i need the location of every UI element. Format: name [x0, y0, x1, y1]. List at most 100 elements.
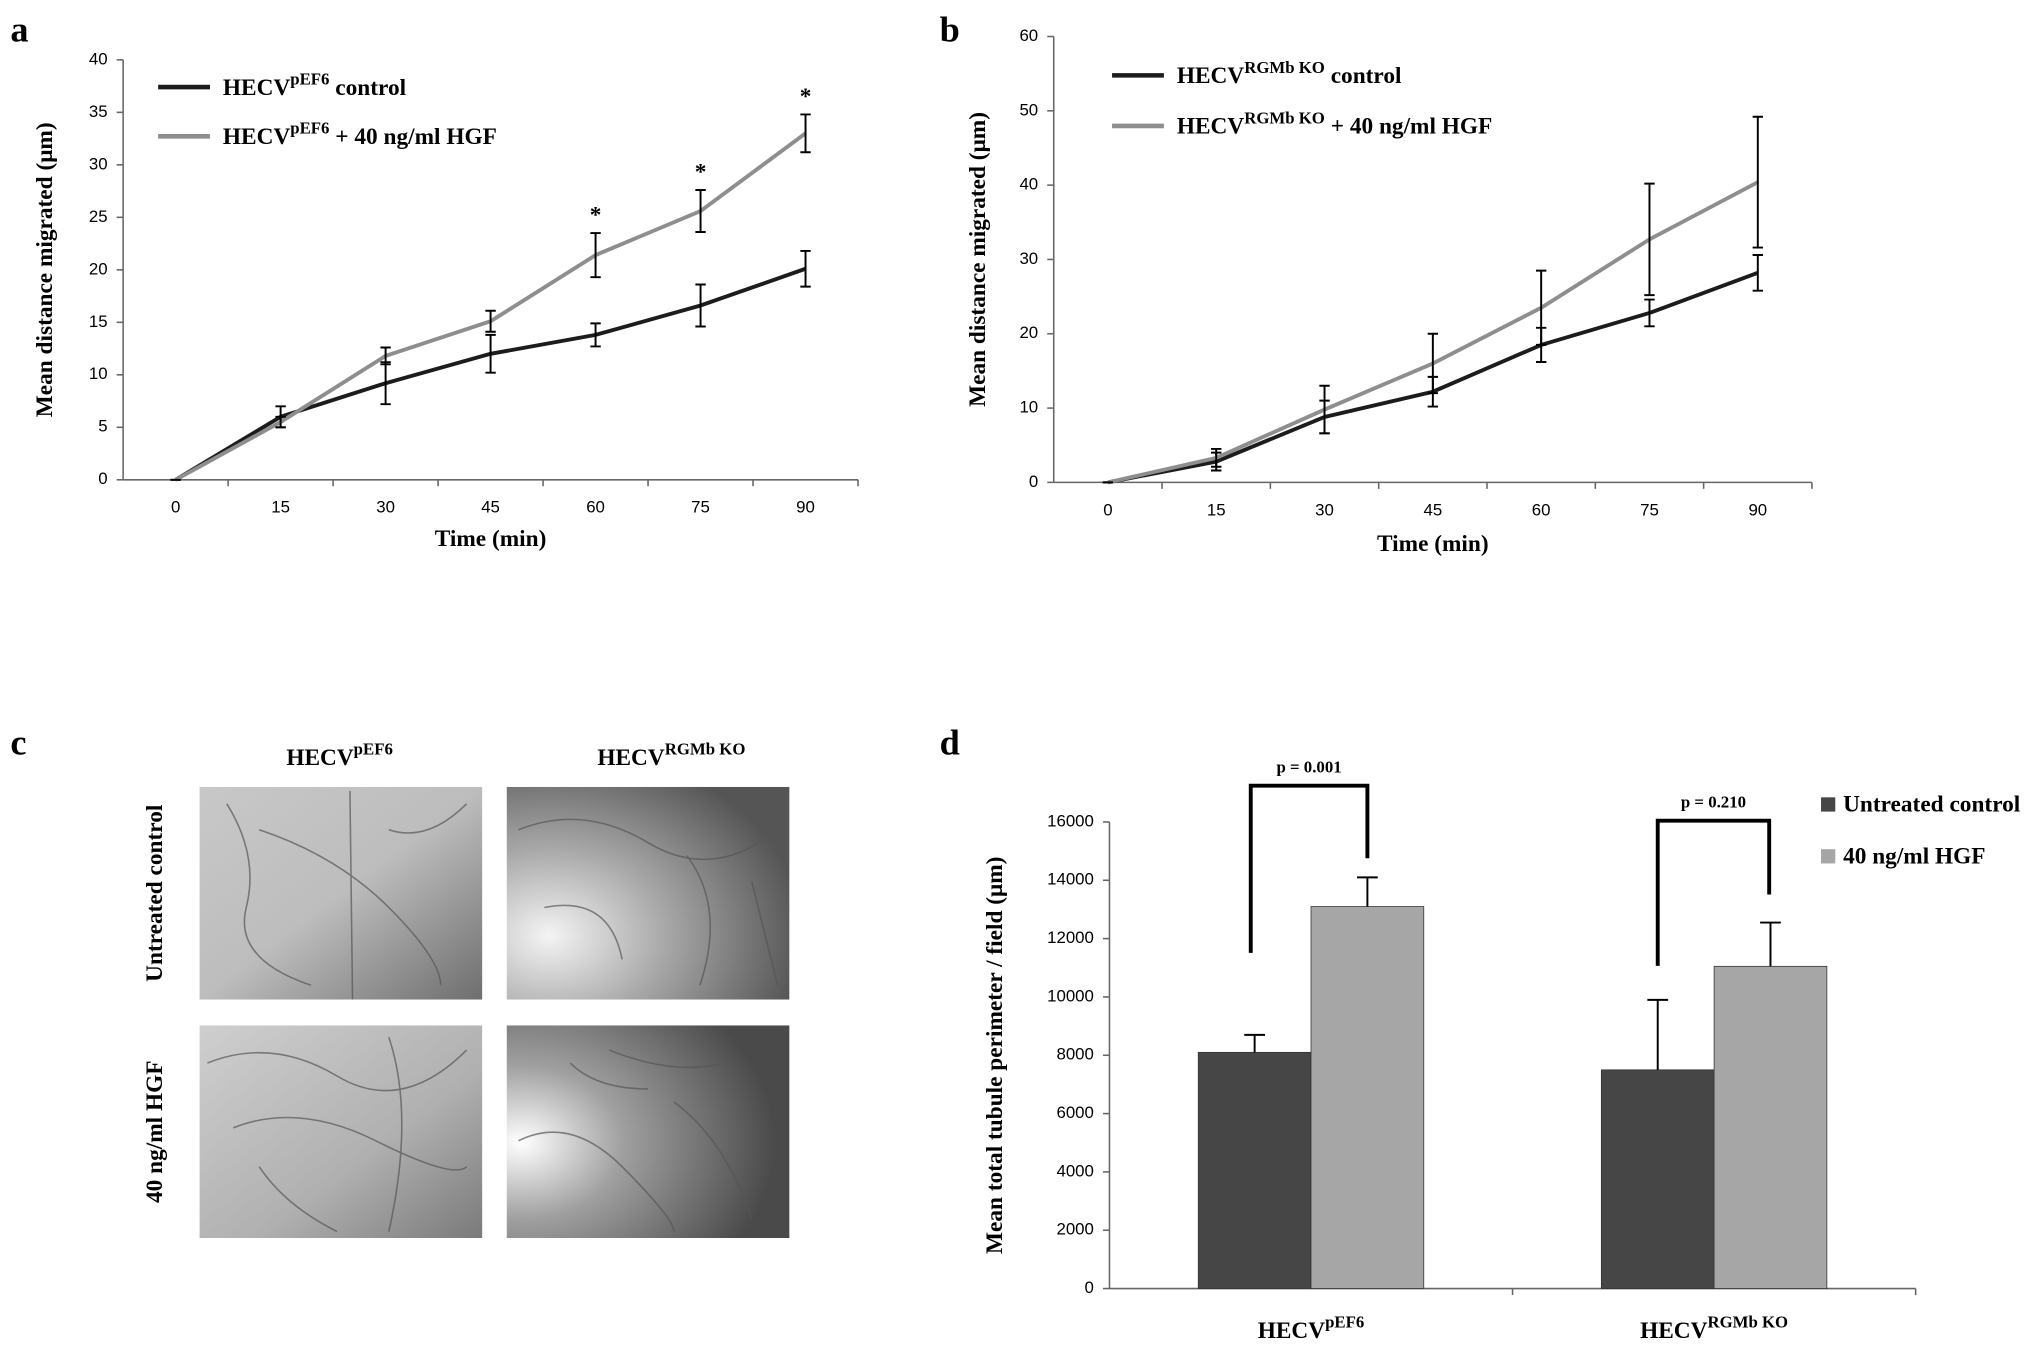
error-bar: [1357, 876, 1378, 907]
x-axis-label: Time (min): [435, 526, 547, 552]
y-tick-label: 4000: [1056, 1161, 1093, 1180]
bar: [1600, 1069, 1715, 1289]
bar: [1197, 1051, 1312, 1289]
p-value: p = 0.001: [1276, 758, 1341, 777]
y-tick-label: 10: [89, 364, 108, 383]
y-tick-label: 30: [1019, 249, 1038, 268]
error-bar: [1644, 182, 1655, 297]
error-bar: [695, 283, 706, 328]
panel-letter: d: [940, 723, 960, 763]
x-tick-label: HECVpEF6: [1258, 1312, 1365, 1343]
error-bar: [485, 309, 496, 333]
row-label: Untreated control: [142, 804, 168, 982]
text-part: HECV: [223, 124, 291, 150]
legend-swatch: [1821, 849, 1836, 864]
text-part: HECV: [1258, 1318, 1326, 1344]
error-bar: [590, 232, 601, 279]
text-part: RGMb KO: [665, 740, 746, 759]
text-part: HECV: [597, 745, 665, 771]
error-bar: [800, 249, 811, 288]
bar: [1310, 906, 1425, 1289]
x-axis-label: Time (min): [1377, 531, 1489, 557]
text-part: HECV: [1177, 114, 1245, 140]
x-tick-label: 75: [691, 498, 710, 517]
error-bar: [1427, 332, 1439, 395]
bar: [1713, 965, 1828, 1289]
error-bar: [800, 113, 811, 154]
cell-network: [207, 790, 779, 1233]
text-part: pEF6: [1325, 1312, 1364, 1331]
text-part: control: [1325, 63, 1402, 89]
y-tick-label: 40: [89, 49, 108, 68]
micrograph: [199, 786, 483, 1000]
text-part: RGMb KO: [1244, 58, 1325, 77]
legend-label: HECVpEF6 control: [223, 69, 407, 100]
error-bar: [695, 189, 706, 233]
error-bar: [1244, 1033, 1266, 1053]
legend-label: 40 ng/ml HGF: [1843, 843, 1985, 869]
legend-label: HECVRGMb KO control: [1177, 58, 1402, 89]
legend-swatch: [1821, 797, 1836, 812]
y-tick-label: 5: [98, 417, 107, 436]
error-bar: [1644, 298, 1655, 328]
column-label: HECVpEF6: [286, 740, 393, 771]
text-part: + 40 ng/ml HGF: [1325, 114, 1492, 140]
y-tick-label: 50: [1019, 100, 1038, 119]
error-bar: [1752, 254, 1763, 292]
y-tick-label: 6000: [1056, 1103, 1093, 1122]
y-tick-label: 2000: [1056, 1220, 1093, 1239]
significance-mark: *: [695, 160, 707, 186]
y-tick-label: 10: [1019, 398, 1038, 417]
y-tick-label: 0: [98, 469, 107, 488]
series-line: [1107, 180, 1759, 485]
panel-letter: c: [10, 723, 26, 763]
y-tick-label: 0: [1029, 472, 1038, 491]
y-tick-label: 60: [1019, 26, 1038, 45]
x-tick-label: 45: [1423, 500, 1442, 519]
error-bar: [1211, 447, 1222, 468]
significance-mark: *: [590, 203, 602, 229]
micrograph: [506, 786, 790, 1000]
y-tick-label: 35: [89, 102, 108, 121]
text-part: pEF6: [290, 119, 329, 138]
text-part: RGMb KO: [1244, 108, 1325, 127]
text-part: RGMb KO: [1707, 1312, 1788, 1331]
x-tick-label: 60: [1532, 500, 1551, 519]
panel-letter: a: [10, 10, 28, 50]
text-part: HECV: [223, 75, 291, 101]
text-part: + 40 ng/ml HGF: [329, 124, 496, 150]
row-label: 40 ng/ml HGF: [142, 1060, 168, 1202]
x-tick-label: 45: [481, 498, 500, 517]
y-tick-label: 15: [89, 312, 108, 331]
x-tick-label: 30: [376, 498, 395, 517]
text-part: HECV: [286, 745, 354, 771]
y-axis-label: Mean distance migrated (μm): [965, 112, 991, 407]
error-bar: [1319, 384, 1330, 435]
error-bar: [380, 346, 391, 366]
legend-label: HECVpEF6 + 40 ng/ml HGF: [223, 119, 497, 150]
y-tick-label: 30: [89, 154, 108, 173]
error-bar: [1760, 921, 1781, 967]
x-tick-label: HECVRGMb KO: [1640, 1312, 1788, 1343]
y-tick-label: 10000: [1047, 986, 1094, 1005]
legend-label: Untreated control: [1843, 792, 2021, 818]
significance-bracket: [1655, 818, 1772, 966]
micrograph: [199, 1025, 483, 1239]
x-tick-label: 90: [796, 498, 815, 517]
x-tick-label: 15: [271, 498, 290, 517]
error-bar: [1752, 115, 1763, 249]
y-tick-label: 8000: [1056, 1045, 1093, 1064]
y-axis-label: Mean distance migrated (μm): [32, 122, 58, 417]
y-tick-label: 20: [89, 259, 108, 278]
y-tick-label: 12000: [1047, 928, 1094, 947]
y-tick-label: 0: [1085, 1278, 1094, 1297]
p-value: p = 0.210: [1681, 793, 1746, 812]
error-bar: [485, 333, 496, 374]
error-bar: [1647, 998, 1669, 1070]
text-part: pEF6: [290, 69, 329, 88]
panel-letter: b: [940, 10, 960, 50]
text-part: pEF6: [354, 740, 393, 759]
y-tick-label: 14000: [1047, 870, 1094, 889]
